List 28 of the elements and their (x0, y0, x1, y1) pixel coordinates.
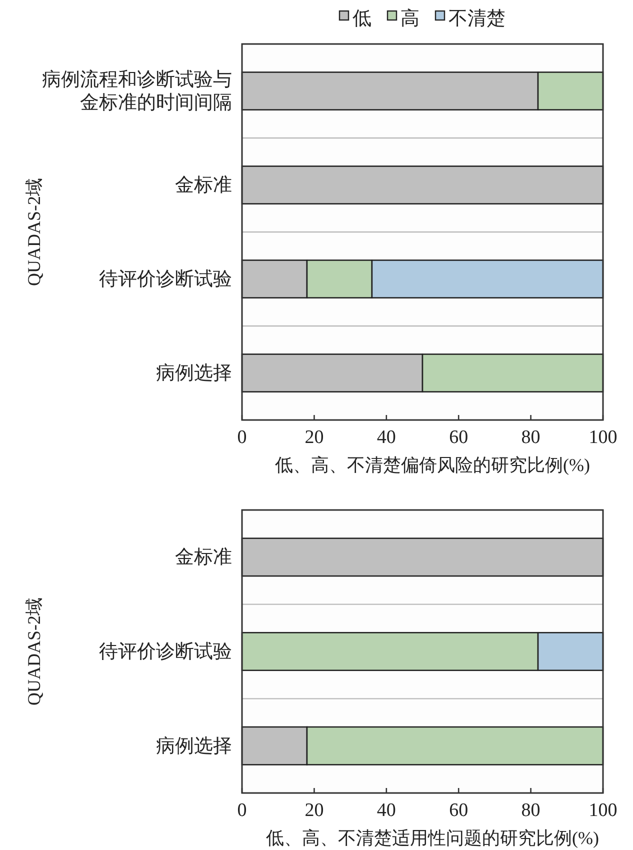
x-tick-label: 60 (449, 800, 468, 821)
y-tick-label: 金标准 (175, 175, 232, 196)
bar (241, 538, 604, 577)
x-axis-title: 低、高、不清楚适用性问题的研究比例(%) (266, 828, 599, 848)
y-tick-label: 病例选择 (156, 736, 232, 757)
x-tick-label: 0 (237, 427, 247, 448)
x-tick-label: 60 (449, 427, 468, 448)
x-tick-label: 40 (376, 800, 396, 821)
y-tick-label: 病例流程和诊断试验与金标准的时间间隔 (42, 68, 232, 114)
y-axis-title: QUADAS-2域 (24, 178, 44, 286)
y-tick-label: 病例选择 (156, 363, 232, 384)
legend-label: 高 (400, 7, 420, 30)
y-axis-title: QUADAS-2域 (24, 598, 44, 706)
x-tick-label: 0 (237, 800, 247, 821)
legend-label: 不清楚 (448, 8, 506, 30)
x-tick-label: 80 (521, 427, 540, 448)
bar (241, 166, 604, 204)
y-tick-label: 金标准 (175, 547, 232, 568)
y-tick-label: 待评价诊断试验 (99, 642, 232, 662)
x-tick-label: 100 (588, 800, 618, 821)
y-tick-label: 待评价诊断试验 (99, 269, 232, 290)
x-tick-label: 20 (304, 427, 324, 448)
x-tick-label: 100 (588, 427, 618, 448)
x-tick-label: 20 (304, 800, 324, 821)
x-axis-title: 低、高、不清楚偏倚风险的研究比例(%) (275, 455, 590, 475)
legend-label: 低 (352, 8, 372, 30)
x-tick-label: 80 (521, 800, 540, 821)
x-tick-label: 40 (376, 427, 396, 448)
